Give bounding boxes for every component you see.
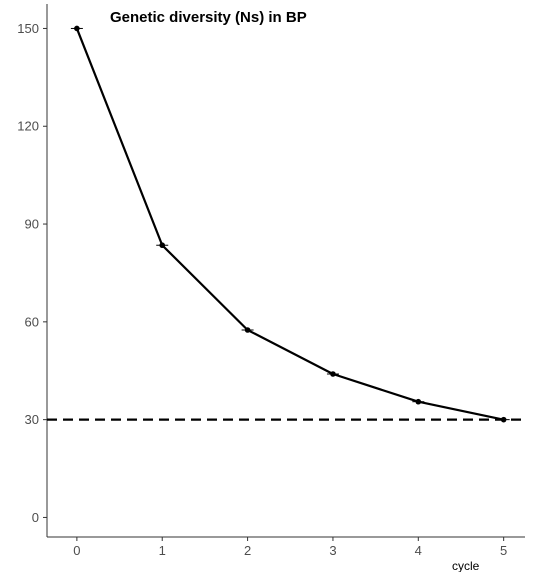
ticks: 0 30 60 90 120 150 0 1 2 3 4 5 (17, 21, 507, 558)
x-tick-label: 2 (244, 543, 251, 558)
data-point (244, 327, 251, 333)
data-point (330, 371, 336, 377)
x-axis-label: cycle (452, 559, 480, 572)
y-tick-label: 120 (17, 119, 39, 134)
data-point (74, 25, 80, 32)
y-tick-label: 90 (25, 217, 39, 232)
x-tick-label: 1 (159, 543, 166, 558)
x-tick-label: 0 (73, 543, 80, 558)
series-line (75, 28, 504, 421)
data-point (500, 416, 507, 423)
y-tick-label: 30 (25, 412, 39, 427)
data-point (415, 398, 422, 405)
y-tick-label: 0 (32, 510, 39, 525)
chart-title: Genetic diversity (Ns) in BP (110, 9, 307, 26)
y-tick-label: 60 (25, 314, 39, 329)
axes (46, 4, 525, 538)
series (70, 25, 510, 423)
x-tick-label: 5 (500, 543, 507, 558)
y-tick-label: 150 (17, 21, 39, 36)
x-tick-label: 4 (415, 543, 422, 558)
x-tick-label: 3 (329, 543, 336, 558)
data-point (159, 242, 166, 249)
